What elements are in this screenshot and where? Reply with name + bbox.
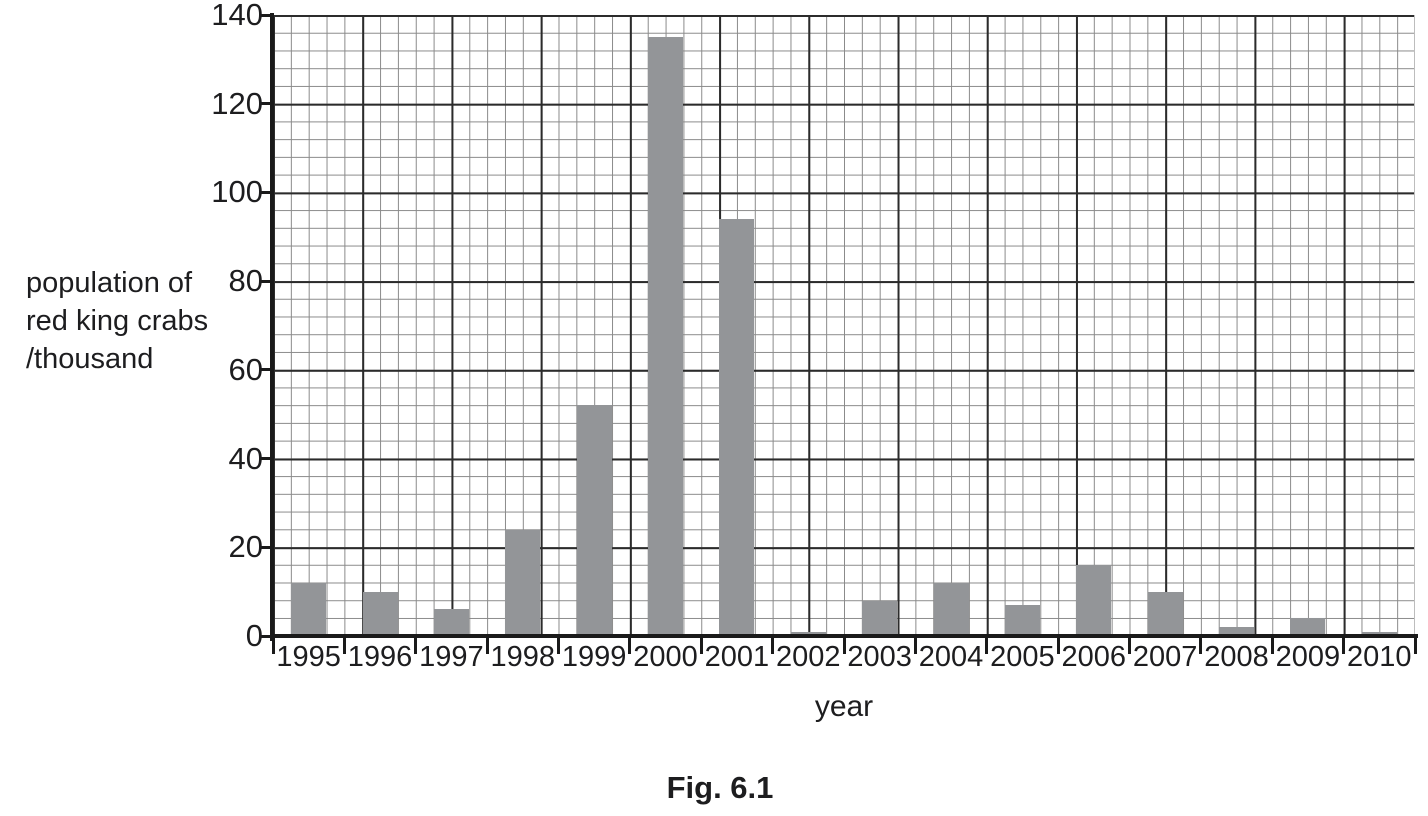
x-tick-6 bbox=[699, 636, 703, 654]
x-tick-13 bbox=[1199, 636, 1203, 654]
y-tick-120 bbox=[259, 102, 271, 106]
plot-area bbox=[273, 15, 1415, 636]
bar-1998 bbox=[505, 529, 541, 636]
x-tick-11 bbox=[1056, 636, 1060, 654]
y-tick-80 bbox=[259, 279, 271, 283]
bar-2003 bbox=[862, 600, 898, 636]
x-axis-title: year bbox=[814, 690, 874, 723]
x-tick-label-2004: 2004 bbox=[918, 641, 984, 673]
x-tick-label-2002: 2002 bbox=[776, 641, 841, 673]
y-axis-title-line-3: /thousand bbox=[26, 343, 154, 375]
y-tick-label-80: 80 bbox=[228, 263, 263, 299]
y-tick-label-20: 20 bbox=[228, 529, 263, 565]
x-tick-7 bbox=[771, 636, 775, 654]
bar-2006 bbox=[1076, 565, 1112, 636]
bar-2004 bbox=[933, 582, 969, 636]
y-tick-60 bbox=[259, 368, 271, 372]
x-tick-0 bbox=[271, 636, 275, 654]
x-tick-14 bbox=[1270, 636, 1274, 654]
y-tick-label-0: 0 bbox=[245, 618, 263, 653]
x-tick-label-2005: 2005 bbox=[990, 641, 1055, 673]
x-tick-12 bbox=[1128, 636, 1131, 654]
y-tick-0 bbox=[259, 634, 271, 638]
x-tick-4 bbox=[557, 636, 560, 654]
x-tick-label-2003: 2003 bbox=[847, 641, 912, 673]
x-tick-label-1997: 1997 bbox=[419, 641, 484, 673]
y-tick-20 bbox=[259, 545, 271, 549]
x-tick-label-2001: 2001 bbox=[704, 641, 770, 673]
x-tick-3 bbox=[485, 636, 489, 654]
figure-caption: Fig. 6.1 bbox=[666, 770, 774, 805]
bar-2009 bbox=[1290, 618, 1326, 636]
x-tick-label-2008: 2008 bbox=[1204, 641, 1269, 673]
y-tick-label-140: 140 bbox=[211, 0, 263, 32]
bar-1997 bbox=[433, 609, 469, 636]
x-tick-2 bbox=[414, 636, 418, 654]
bar-1996 bbox=[362, 591, 398, 636]
x-tick-label-1999: 1999 bbox=[561, 641, 627, 673]
bar-2008 bbox=[1219, 627, 1255, 636]
bar-2001 bbox=[719, 219, 755, 636]
x-tick-label-1995: 1995 bbox=[276, 641, 341, 673]
x-tick-label-2007: 2007 bbox=[1132, 641, 1198, 673]
x-tick-10 bbox=[985, 636, 989, 654]
y-tick-label-100: 100 bbox=[211, 174, 263, 210]
y-axis-title-line-1: population of bbox=[26, 267, 193, 299]
y-axis-title: population of red king crabs /thousand bbox=[26, 264, 256, 378]
y-tick-140 bbox=[259, 13, 271, 17]
x-tick-label-2000: 2000 bbox=[633, 641, 698, 673]
y-axis-line bbox=[270, 13, 274, 641]
x-tick-9 bbox=[913, 636, 917, 654]
y-tick-label-120: 120 bbox=[211, 85, 263, 121]
x-tick-5 bbox=[628, 636, 632, 654]
bar-2005 bbox=[1004, 604, 1040, 636]
y-axis-title-line-2: red king crabs bbox=[26, 305, 209, 337]
y-tick-label-40: 40 bbox=[228, 440, 263, 476]
bar-2010 bbox=[1361, 631, 1397, 636]
bar-2000 bbox=[648, 37, 684, 636]
x-tick-label-2009: 2009 bbox=[1275, 641, 1341, 673]
x-tick-label-1996: 1996 bbox=[347, 641, 413, 673]
bar-1995 bbox=[291, 582, 327, 636]
x-tick-1 bbox=[342, 636, 346, 654]
bar-1999 bbox=[576, 405, 612, 636]
y-tick-100 bbox=[259, 190, 271, 194]
y-tick-label-60: 60 bbox=[228, 351, 263, 387]
x-tick-15 bbox=[1342, 636, 1346, 654]
x-tick-16 bbox=[1413, 636, 1417, 654]
x-tick-label-2006: 2006 bbox=[1061, 641, 1127, 673]
y-tick-40 bbox=[259, 457, 271, 461]
x-tick-label-2010: 2010 bbox=[1347, 641, 1412, 673]
bar-2002 bbox=[790, 631, 826, 636]
x-tick-8 bbox=[842, 636, 846, 654]
x-tick-label-1998: 1998 bbox=[490, 641, 556, 673]
bar-2007 bbox=[1147, 591, 1183, 636]
